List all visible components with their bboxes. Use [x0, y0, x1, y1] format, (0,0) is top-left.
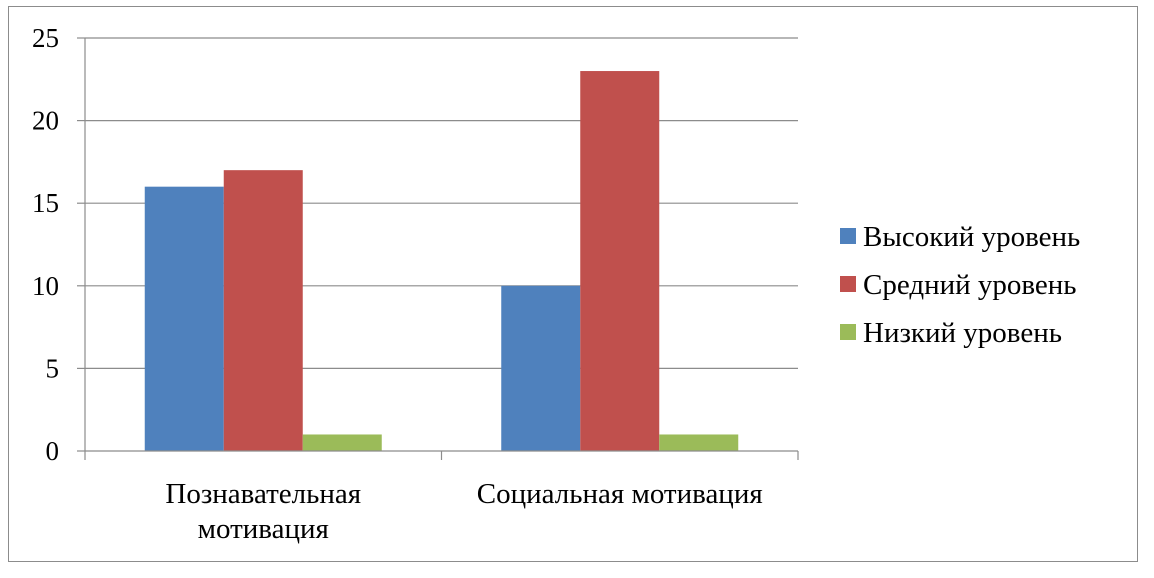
y-tick-label: 10 — [32, 271, 59, 301]
legend-swatch — [840, 228, 856, 244]
y-tick-label: 5 — [46, 353, 60, 383]
axes — [77, 37, 799, 460]
x-category-label: мотивация — [198, 513, 329, 545]
legend-label: Средний уровень — [863, 269, 1077, 301]
bars — [144, 71, 739, 451]
legend-swatch — [840, 324, 856, 340]
bar — [659, 434, 739, 451]
legend-label: Высокий уровень — [863, 221, 1080, 253]
y-tick-label: 15 — [32, 188, 59, 218]
y-tick-label: 25 — [32, 23, 59, 53]
x-category-label: Социальная мотивация — [477, 478, 763, 510]
bar — [302, 434, 382, 451]
x-category-label: Познавательная — [165, 478, 361, 510]
y-tick-label: 20 — [32, 106, 59, 136]
bar — [223, 170, 303, 451]
y-tick-label: 0 — [46, 436, 60, 466]
bar — [144, 186, 224, 451]
legend: Высокий уровень Средний уровень Низкий уро… — [840, 221, 1080, 349]
bar — [501, 285, 581, 451]
legend-swatch — [840, 276, 856, 292]
legend-label: Низкий уровень — [863, 317, 1062, 349]
y-axis-tick-labels: 0 5 10 15 20 25 — [32, 23, 59, 466]
bar — [580, 71, 660, 451]
